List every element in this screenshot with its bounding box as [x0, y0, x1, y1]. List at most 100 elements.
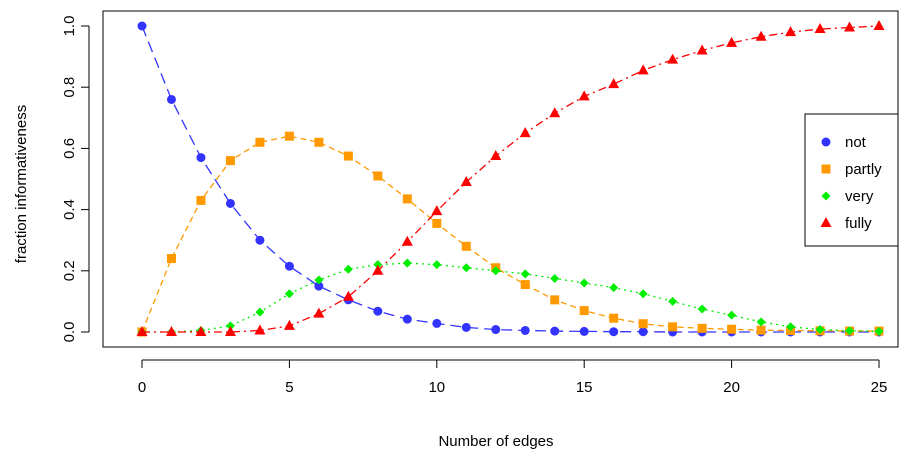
data-point-fully — [814, 23, 826, 34]
data-point-very — [668, 296, 678, 306]
data-point-not — [520, 325, 530, 335]
data-point-very — [579, 278, 589, 288]
y-axis-title: fraction informativeness — [13, 105, 30, 263]
y-tick-label: 0.2 — [61, 260, 78, 281]
data-point-fully — [283, 319, 295, 330]
data-point-partly — [668, 322, 678, 332]
legend-label-fully: fully — [845, 215, 872, 232]
data-point-very — [373, 260, 383, 270]
data-point-partly — [609, 313, 619, 323]
data-point-partly — [756, 325, 766, 335]
data-point-fully — [844, 21, 856, 32]
data-point-fully — [490, 150, 502, 161]
data-point-not — [609, 327, 619, 337]
data-point-not — [284, 261, 294, 271]
series-line-very — [142, 262, 880, 333]
series-not — [137, 21, 884, 337]
data-point-not — [196, 153, 206, 163]
legend-marker-fully — [820, 217, 832, 227]
data-point-fully — [549, 107, 561, 118]
data-point-very — [786, 322, 796, 332]
series-line-not — [141, 25, 879, 333]
data-point-very — [255, 307, 265, 317]
data-point-not — [166, 94, 176, 104]
series-fully — [136, 20, 885, 336]
data-point-fully — [401, 235, 413, 246]
x-tick-label: 0 — [138, 379, 146, 396]
data-point-not — [432, 318, 442, 328]
data-point-very — [638, 289, 648, 299]
series-very — [137, 258, 884, 337]
data-point-very — [874, 326, 884, 336]
data-point-very — [727, 310, 737, 320]
data-point-fully — [726, 36, 738, 47]
data-point-fully — [637, 64, 649, 75]
data-point-fully — [431, 205, 443, 216]
data-point-not — [255, 235, 265, 245]
data-point-partly — [520, 280, 530, 290]
y-tick-label: 0.6 — [61, 138, 78, 159]
x-tick-label: 10 — [428, 379, 445, 396]
data-point-not — [402, 314, 412, 324]
data-point-partly — [314, 137, 324, 147]
data-point-partly — [196, 195, 206, 205]
data-point-partly — [402, 194, 412, 204]
data-point-not — [550, 326, 560, 336]
data-point-fully — [342, 290, 354, 301]
data-point-partly — [166, 254, 176, 264]
data-point-not — [638, 327, 648, 337]
data-point-fully — [755, 30, 767, 41]
data-point-not — [461, 322, 471, 332]
data-point-not — [137, 21, 147, 31]
data-point-fully — [667, 53, 679, 64]
data-point-fully — [873, 20, 885, 30]
data-point-very — [520, 269, 530, 279]
data-point-partly — [343, 151, 353, 161]
data-point-very — [461, 263, 471, 273]
x-tick-label: 20 — [723, 379, 740, 396]
legend-label-not: not — [845, 134, 867, 151]
x-tick-label: 15 — [576, 379, 593, 396]
data-point-not — [225, 198, 235, 208]
legend: not partly very fully — [804, 113, 899, 247]
data-point-not — [373, 306, 383, 316]
data-point-partly — [461, 241, 471, 251]
legend-label-very: very — [845, 188, 874, 205]
y-tick-label: 0.4 — [61, 199, 78, 220]
data-point-partly — [284, 131, 294, 141]
data-point-partly — [432, 218, 442, 228]
plot-area — [102, 10, 899, 348]
data-point-partly — [727, 324, 737, 334]
data-point-fully — [460, 176, 472, 187]
legend-marker-partly — [821, 164, 831, 174]
data-point-fully — [608, 78, 620, 89]
data-point-fully — [165, 326, 177, 336]
data-point-very — [284, 289, 294, 299]
data-point-partly — [697, 323, 707, 333]
data-point-very — [815, 325, 825, 335]
data-point-fully — [785, 26, 797, 37]
data-point-very — [845, 326, 855, 336]
data-point-very — [756, 317, 766, 327]
data-point-partly — [579, 306, 589, 316]
data-point-very — [343, 264, 353, 274]
x-axis-title: Number of edges — [438, 433, 553, 450]
y-tick-label: 0.0 — [61, 322, 78, 343]
data-point-fully — [578, 90, 590, 101]
legend-marker-very — [821, 191, 831, 201]
data-point-very — [225, 321, 235, 331]
legend-marker-not — [821, 137, 831, 147]
y-tick-label: 0.8 — [61, 77, 78, 98]
data-point-very — [491, 266, 501, 276]
data-point-very — [432, 260, 442, 270]
data-point-not — [579, 326, 589, 336]
data-point-partly — [638, 319, 648, 329]
axes: 0 5 10 15 20 25 0.0 0.2 0.4 0.6 0.8 1.0 — [61, 16, 887, 396]
data-point-fully — [224, 326, 236, 336]
series-line-fully — [142, 25, 880, 333]
series-partly — [137, 131, 884, 337]
data-point-fully — [313, 307, 325, 318]
y-tick-label: 1.0 — [61, 16, 78, 37]
data-point-partly — [550, 295, 560, 305]
